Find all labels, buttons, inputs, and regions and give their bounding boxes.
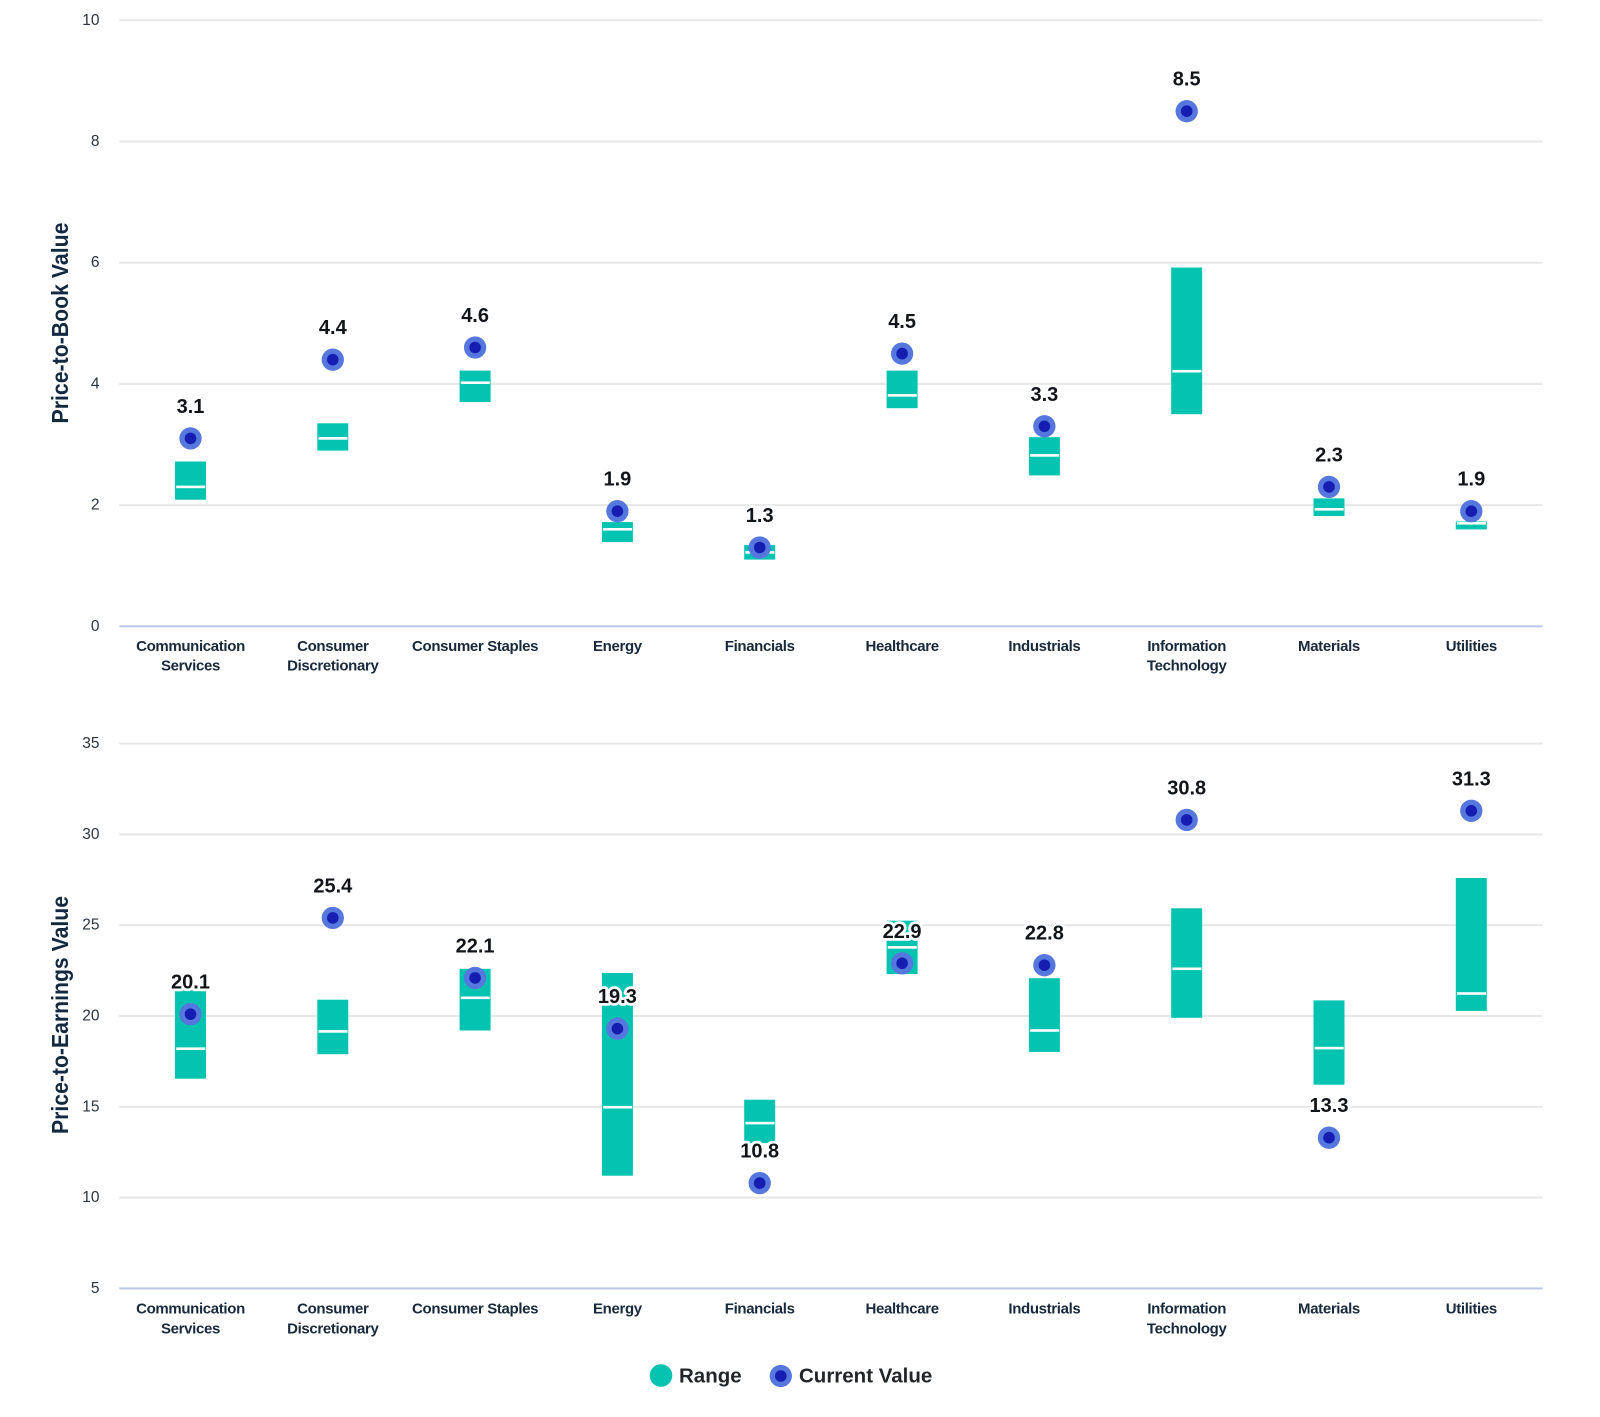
svg-text:10.8: 10.8	[740, 1141, 779, 1163]
svg-text:2.3: 2.3	[1315, 444, 1343, 466]
svg-text:Information: Information	[1147, 1301, 1226, 1318]
svg-text:Price-to-Earnings Value: Price-to-Earnings Value	[47, 896, 73, 1134]
svg-text:Utilities: Utilities	[1446, 638, 1497, 655]
svg-text:Technology: Technology	[1147, 1321, 1228, 1338]
svg-text:1.9: 1.9	[1457, 469, 1485, 491]
svg-text:25.4: 25.4	[313, 875, 353, 897]
svg-text:20: 20	[82, 1008, 100, 1025]
svg-text:30.8: 30.8	[1167, 777, 1206, 799]
svg-text:Industrials: Industrials	[1008, 638, 1080, 655]
svg-text:Range: Range	[679, 1365, 742, 1388]
svg-text:5: 5	[91, 1280, 100, 1297]
svg-text:1.9: 1.9	[603, 469, 631, 491]
svg-text:22.1: 22.1	[456, 935, 495, 957]
svg-text:Services: Services	[161, 1321, 220, 1338]
svg-text:Materials: Materials	[1298, 638, 1360, 655]
svg-text:10: 10	[82, 1189, 100, 1206]
svg-text:Consumer: Consumer	[297, 638, 369, 655]
svg-text:Communication: Communication	[136, 1301, 245, 1318]
svg-text:Energy: Energy	[593, 1301, 643, 1318]
svg-text:4.5: 4.5	[888, 311, 916, 333]
svg-text:3.1: 3.1	[177, 396, 205, 418]
svg-text:20.1: 20.1	[171, 972, 210, 994]
svg-text:Technology: Technology	[1147, 658, 1228, 675]
svg-text:Discretionary: Discretionary	[287, 1321, 379, 1338]
svg-text:Information: Information	[1147, 638, 1226, 655]
svg-text:2: 2	[91, 497, 100, 514]
svg-text:Industrials: Industrials	[1008, 1301, 1080, 1318]
svg-text:4.6: 4.6	[461, 305, 489, 327]
svg-text:Materials: Materials	[1298, 1301, 1360, 1318]
svg-text:Services: Services	[161, 658, 220, 675]
svg-text:10: 10	[82, 12, 100, 29]
svg-text:25: 25	[82, 917, 99, 934]
svg-text:Financials: Financials	[725, 1301, 795, 1318]
svg-text:30: 30	[82, 826, 100, 843]
svg-text:4: 4	[91, 375, 100, 392]
svg-text:22.9: 22.9	[883, 921, 922, 943]
svg-text:4.4: 4.4	[319, 317, 348, 339]
svg-text:8.5: 8.5	[1173, 69, 1201, 91]
svg-text:31.3: 31.3	[1452, 768, 1491, 790]
svg-text:22.8: 22.8	[1025, 923, 1064, 945]
svg-text:Communication: Communication	[136, 638, 245, 655]
svg-text:Price-to-Book Value: Price-to-Book Value	[47, 223, 73, 424]
svg-text:Consumer: Consumer	[297, 1301, 369, 1318]
svg-text:Financials: Financials	[725, 638, 795, 655]
svg-text:35: 35	[82, 735, 99, 752]
svg-text:6: 6	[91, 254, 100, 271]
svg-text:Consumer Staples: Consumer Staples	[412, 638, 538, 655]
svg-text:15: 15	[82, 1098, 99, 1115]
svg-text:Utilities: Utilities	[1446, 1301, 1497, 1318]
svg-text:Energy: Energy	[593, 638, 643, 655]
svg-text:19.3: 19.3	[598, 986, 637, 1008]
svg-text:Current Value: Current Value	[799, 1365, 932, 1388]
svg-text:Discretionary: Discretionary	[287, 658, 379, 675]
svg-text:Consumer Staples: Consumer Staples	[412, 1301, 538, 1318]
svg-text:Healthcare: Healthcare	[865, 638, 938, 655]
svg-text:1.3: 1.3	[746, 505, 774, 527]
svg-text:0: 0	[91, 618, 100, 635]
svg-text:8: 8	[91, 133, 100, 150]
svg-text:3.3: 3.3	[1030, 384, 1058, 406]
svg-text:13.3: 13.3	[1310, 1095, 1349, 1117]
svg-text:Healthcare: Healthcare	[865, 1301, 938, 1318]
